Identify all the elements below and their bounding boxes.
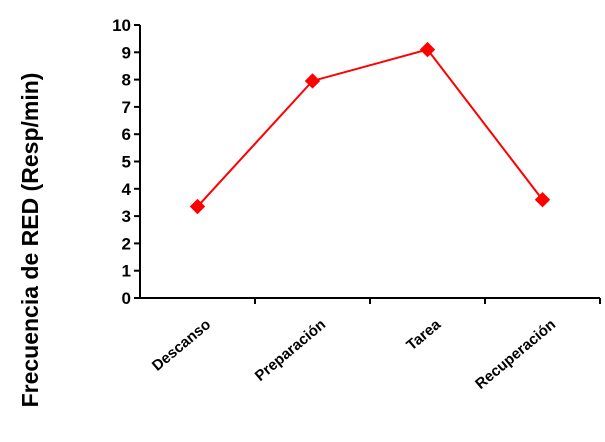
data-point-marker — [419, 41, 436, 58]
series-layer — [189, 41, 551, 215]
y-tick-label: 6 — [122, 125, 131, 144]
y-tick-label: 5 — [122, 153, 131, 172]
data-point-marker — [189, 198, 206, 215]
x-tick-label: Preparación — [252, 316, 329, 385]
data-point-marker — [304, 73, 321, 89]
y-tick-label: 9 — [122, 43, 131, 62]
y-tick-label: 7 — [122, 98, 131, 117]
y-tick-label: 2 — [122, 234, 131, 253]
y-tick-label: 1 — [122, 262, 131, 281]
y-axis-title: Frecuencia de RED (Resp/min) — [17, 73, 43, 408]
data-point-marker — [534, 192, 551, 208]
y-tick-label: 8 — [122, 71, 131, 90]
x-tick-label: Tarea — [403, 316, 444, 354]
y-axis-ticks: 0 1 2 3 4 5 6 7 8 9 10 — [112, 16, 140, 308]
y-tick-label: 3 — [122, 207, 131, 226]
y-tick-label: 10 — [112, 16, 131, 35]
x-axis-ticks: Descanso Preparación Tarea Recuperación — [149, 298, 601, 393]
series-line — [196, 48, 544, 208]
y-tick-label: 0 — [122, 289, 131, 308]
x-tick-label: Recuperación — [472, 316, 559, 393]
x-tick-label: Descanso — [149, 316, 214, 375]
y-tick-label: 4 — [122, 180, 132, 199]
